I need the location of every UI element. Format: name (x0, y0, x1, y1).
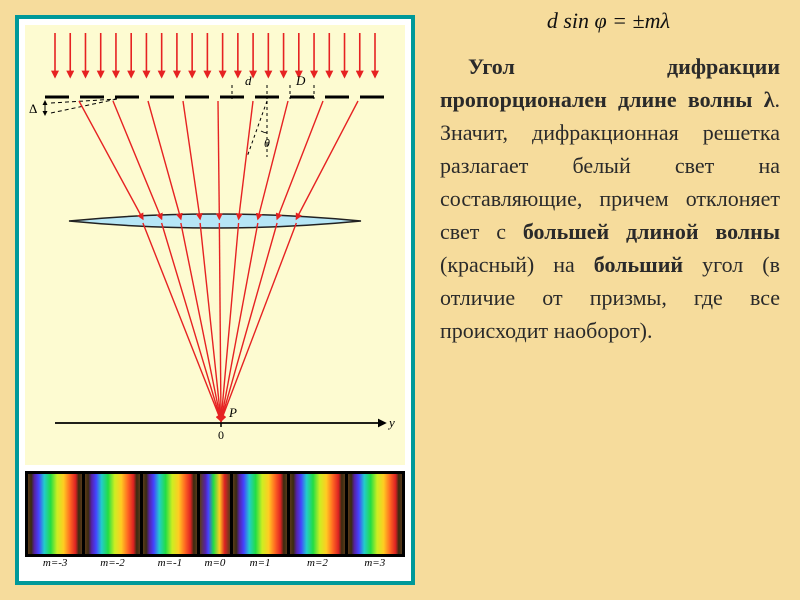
spectrum-order-bar (233, 474, 287, 554)
svg-text:D: D (295, 73, 306, 88)
spectrum-order-bar (290, 474, 344, 554)
figure-panel: d D Δθ y 0P m=-3m=-2m=-1m=0m=1m=2m=3 (15, 15, 415, 585)
explanation-text: Угол дифракции пропорционален длине волн… (440, 50, 780, 347)
spectrum-bars (25, 471, 405, 557)
text-span-2: (красный) на (440, 252, 594, 277)
spectrum-order-label: m=1 (233, 557, 287, 575)
diffraction-diagram: d D Δθ y 0P (25, 25, 405, 465)
spectrum-order-label: m=-1 (143, 557, 197, 575)
text-bold-2: большей длиной волны (523, 219, 780, 244)
spectrum-order-label: m=-2 (85, 557, 139, 575)
text-bold-3: больший (594, 252, 683, 277)
spectrum-order-bar (143, 474, 197, 554)
spectrum-order-bar (28, 474, 82, 554)
svg-text:θ: θ (264, 136, 270, 150)
spectrum-order-label: m=-3 (28, 557, 82, 575)
spectrum-order-bar (200, 474, 230, 554)
spectrum-order-bar (85, 474, 139, 554)
svg-text:0: 0 (218, 428, 224, 442)
grating-equation: d sin φ = ±mλ (547, 8, 670, 34)
svg-text:Δ: Δ (29, 101, 37, 116)
spectrum-order-bar (348, 474, 402, 554)
svg-text:d: d (245, 73, 252, 88)
svg-text:y: y (387, 415, 395, 430)
spectrum-area: m=-3m=-2m=-1m=0m=1m=2m=3 (25, 471, 405, 575)
diagram-area: d D Δθ y 0P (25, 25, 405, 465)
spectrum-order-label: m=0 (200, 557, 230, 575)
spectrum-labels: m=-3m=-2m=-1m=0m=1m=2m=3 (25, 557, 405, 575)
text-bold-1: Угол дифракции пропорционален длине волн… (440, 54, 780, 112)
spectrum-order-label: m=3 (348, 557, 402, 575)
svg-text:P: P (228, 405, 237, 420)
spectrum-order-label: m=2 (290, 557, 344, 575)
